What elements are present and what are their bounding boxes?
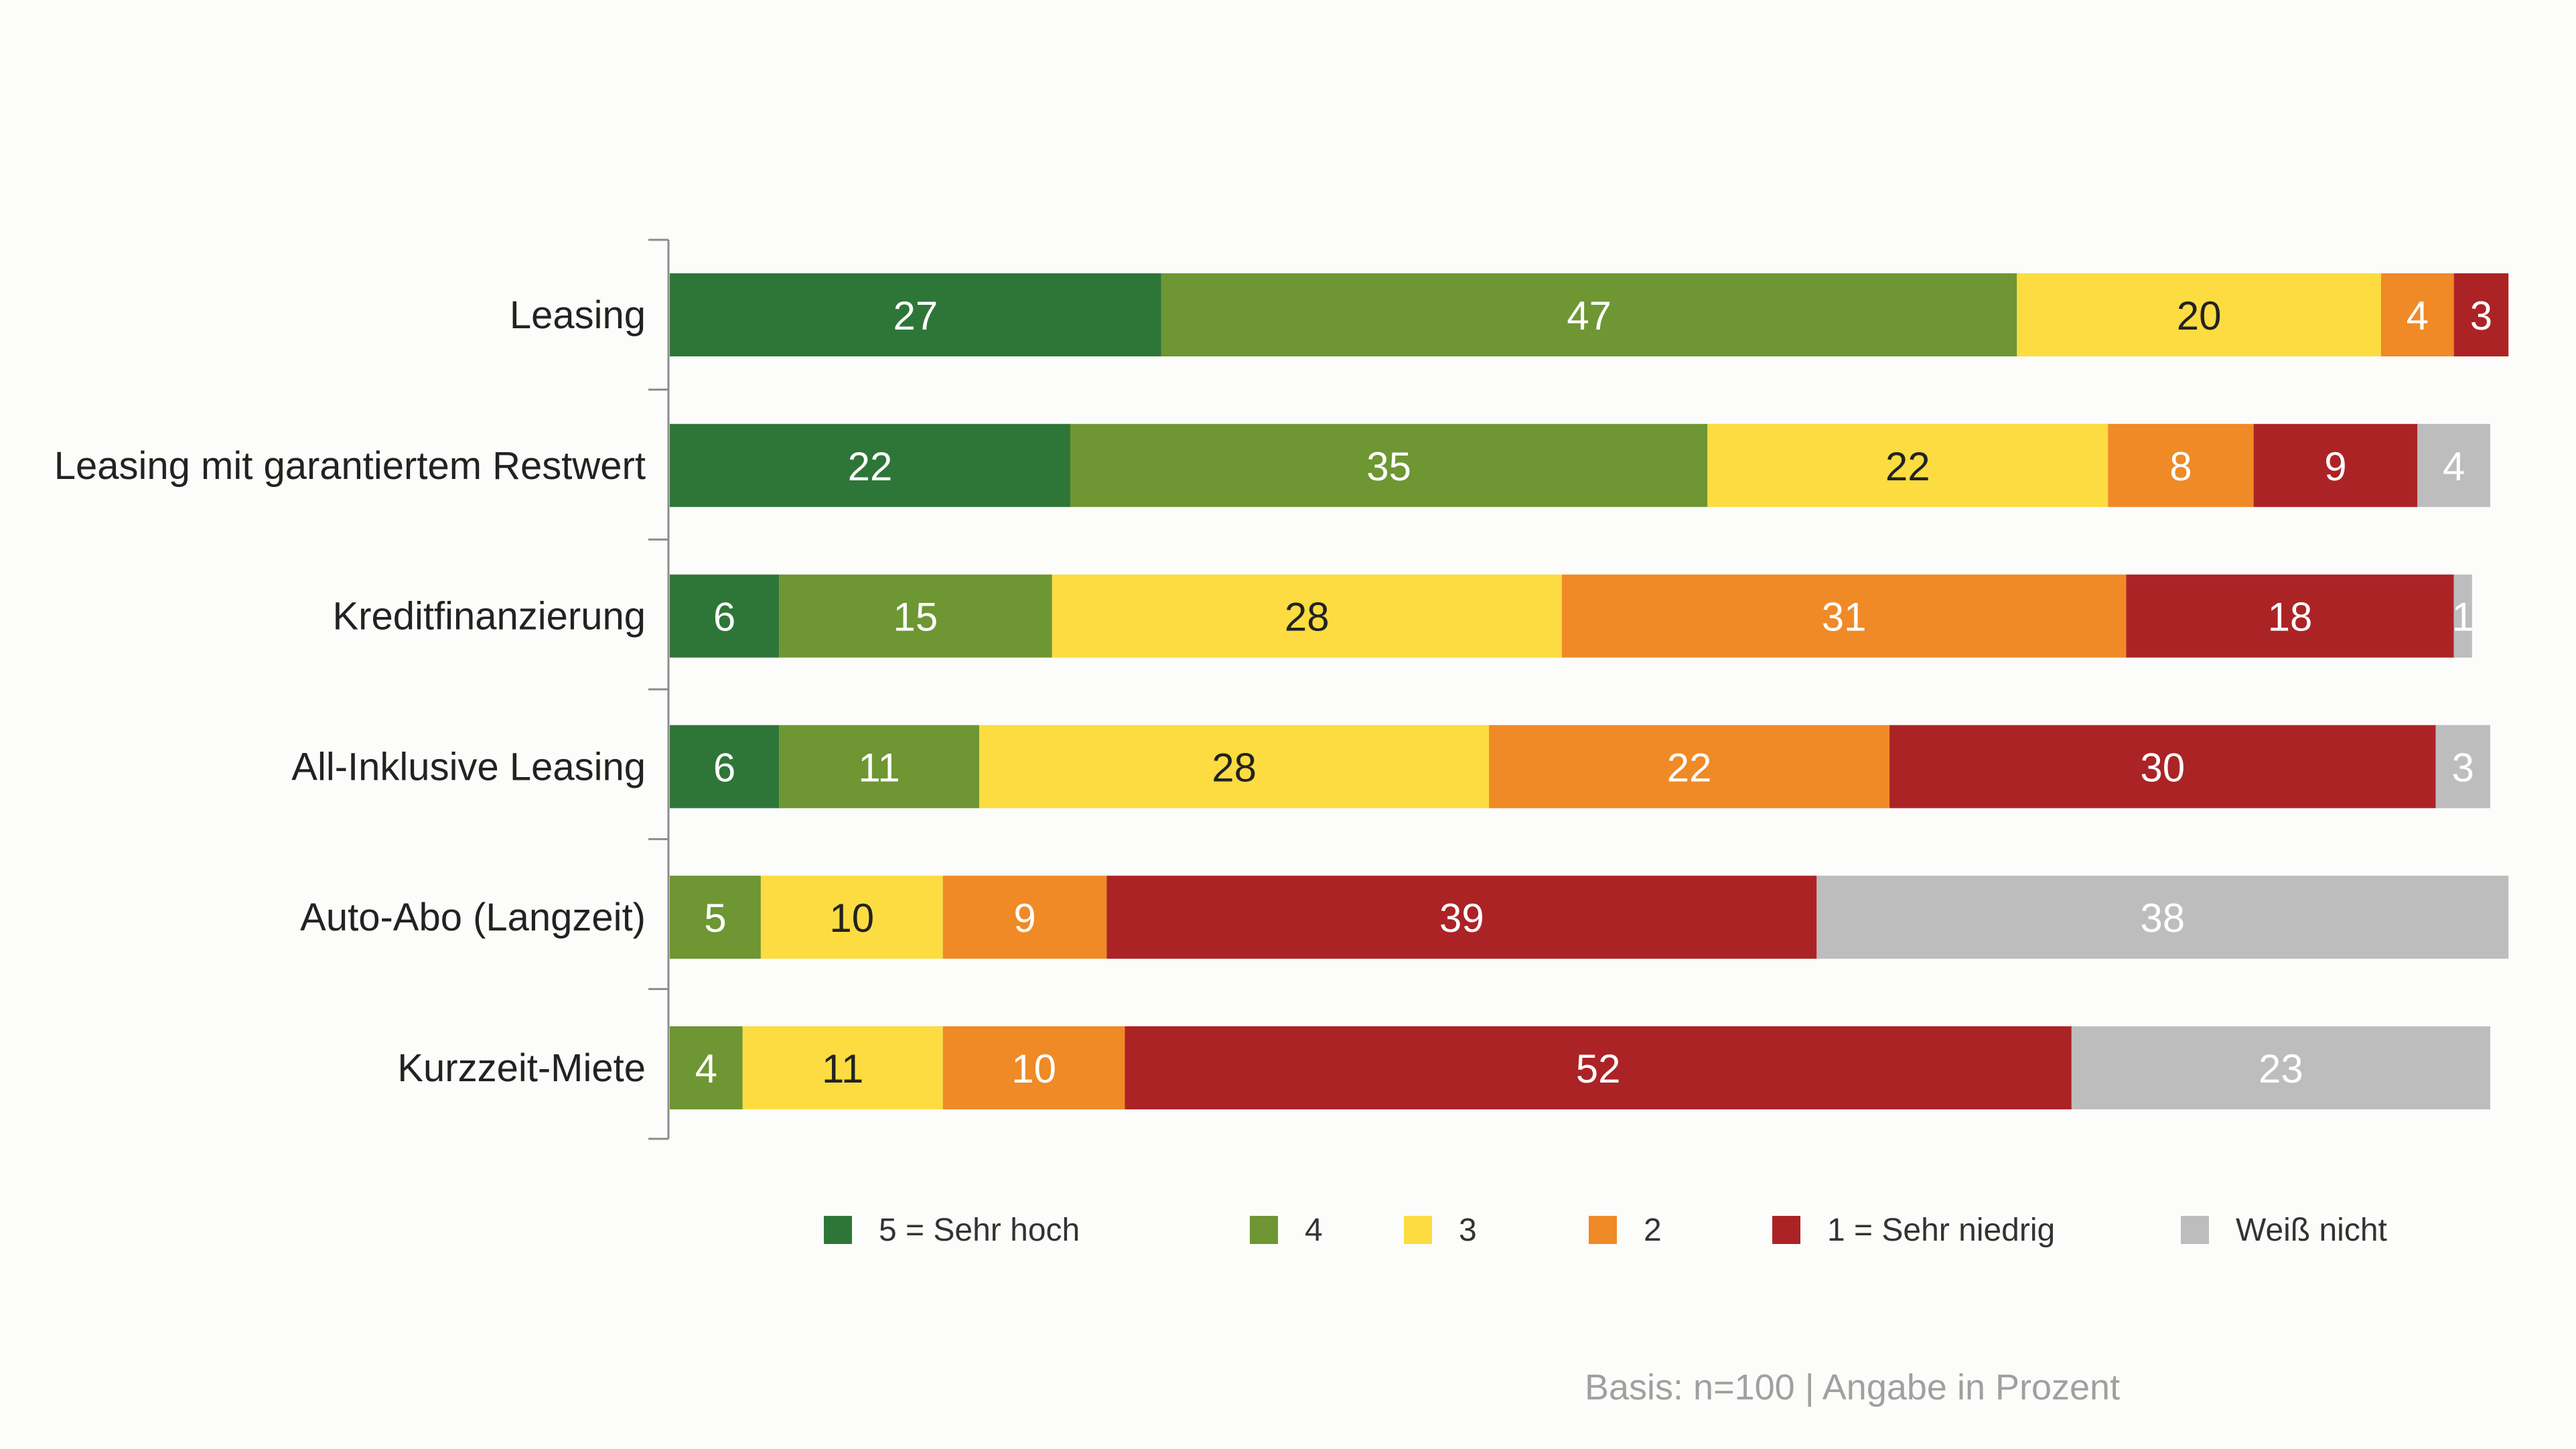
bar-segment (670, 1026, 743, 1109)
bar-segment (670, 423, 1070, 507)
bar-segment (670, 273, 1161, 356)
chart-legend: 5 = Sehr hoch 4 3 2 1 = Sehr niedrig Wei… (824, 1210, 2431, 1250)
data-label: 3 (2452, 745, 2474, 790)
data-label: 18 (2268, 595, 2313, 640)
data-label: 38 (2140, 896, 2185, 941)
bar-segment (2017, 273, 2381, 356)
bar-segment (1561, 574, 2127, 658)
data-label: 5 (704, 896, 726, 941)
legend-item-1: 1 = Sehr niedrig (1772, 1210, 2055, 1250)
legend-label-5: 5 = Sehr hoch (879, 1212, 1080, 1248)
data-label: 20 (2177, 293, 2222, 338)
data-label: 6 (713, 595, 735, 640)
chart-footnote: Basis: n=100 | Angabe in Prozent (1585, 1367, 2121, 1407)
data-label: 10 (829, 896, 874, 941)
bar-segment (1161, 273, 2017, 356)
bar-segment (1489, 725, 1890, 809)
data-label: 11 (858, 745, 900, 790)
bar-segment (2453, 574, 2472, 658)
bar-segment (779, 574, 1052, 658)
bar-segment (1125, 1026, 2072, 1109)
data-label: 9 (2324, 444, 2346, 489)
bar-segment (670, 876, 761, 959)
bar-segment (2253, 423, 2418, 507)
legend-swatch-5 (824, 1216, 852, 1244)
data-label: 4 (2407, 293, 2429, 338)
data-label: 6 (713, 745, 735, 790)
bar-segment (670, 725, 780, 809)
legend-label-3: 3 (1459, 1212, 1477, 1248)
data-label: 23 (2259, 1046, 2303, 1091)
bar-segment (2380, 273, 2454, 356)
bar-segment (1707, 423, 2108, 507)
legend-label-1: 1 = Sehr niedrig (1827, 1212, 2056, 1248)
bar-segment (942, 1026, 1125, 1109)
legend-swatch-1 (1772, 1216, 1800, 1244)
bar-segment (2435, 725, 2490, 809)
data-label: 28 (1212, 745, 1257, 790)
bar-segment (760, 876, 943, 959)
category-label: Auto-Abo (Langzeit) (300, 896, 646, 939)
legend-item-3: 3 (1404, 1210, 1477, 1250)
data-label: 30 (2140, 745, 2185, 790)
legend-swatch-weiss-nicht (2181, 1216, 2209, 1244)
data-label: 10 (1011, 1046, 1056, 1091)
category-label: Leasing (510, 293, 646, 337)
legend-label-weiss-nicht: Weiß nicht (2236, 1212, 2387, 1248)
bar-segment (1106, 876, 1817, 959)
category-label: Leasing mit garantiertem Restwert (54, 444, 646, 488)
data-label: 35 (1366, 444, 1411, 489)
data-label: 31 (1822, 595, 1867, 640)
data-label: 9 (1013, 896, 1035, 941)
data-label: 4 (2443, 444, 2465, 489)
data-label: 3 (2470, 293, 2492, 338)
data-label: 47 (1567, 293, 1612, 338)
legend-swatch-2 (1589, 1216, 1617, 1244)
legend-item-4: 4 (1250, 1210, 1323, 1250)
legend-item-weiss-nicht: Weiß nicht (2181, 1210, 2387, 1250)
data-label: 1 (2452, 595, 2474, 640)
data-label: 28 (1285, 595, 1330, 640)
bar-segment (2417, 423, 2490, 507)
bar-segment (979, 725, 1490, 809)
legend-label-2: 2 (1644, 1212, 1662, 1248)
category-label: All-Inklusive Leasing (291, 745, 646, 788)
bar-segment (742, 1026, 943, 1109)
data-label: 15 (893, 595, 938, 640)
bar-segment (2108, 423, 2254, 507)
legend-swatch-3 (1404, 1216, 1432, 1244)
category-label: Kreditfinanzierung (332, 595, 646, 638)
legend-item-2: 2 (1589, 1210, 1662, 1250)
legend-label-4: 4 (1305, 1212, 1323, 1248)
bar-segment (2453, 273, 2509, 356)
data-label: 22 (1885, 444, 1930, 489)
bar-segment (942, 876, 1107, 959)
category-label: Kurzzeit-Miete (397, 1046, 646, 1090)
data-label: 22 (1667, 745, 1712, 790)
data-label: 39 (1439, 896, 1484, 941)
data-label: 4 (695, 1046, 717, 1091)
bar-segment (2126, 574, 2454, 658)
data-label: 22 (848, 444, 893, 489)
data-label: 11 (822, 1046, 863, 1091)
bar-segment (779, 725, 980, 809)
bar-segment (670, 574, 780, 658)
bar-segment (1816, 876, 2509, 959)
data-label: 52 (1576, 1046, 1621, 1091)
bar-segment (1889, 725, 2436, 809)
bar-segment (1070, 423, 1708, 507)
data-label: 8 (2169, 444, 2192, 489)
legend-swatch-4 (1250, 1216, 1278, 1244)
data-label: 27 (893, 293, 938, 338)
bar-segment (2071, 1026, 2490, 1109)
legend-item-5: 5 = Sehr hoch (824, 1210, 1080, 1250)
bar-segment (1052, 574, 1562, 658)
